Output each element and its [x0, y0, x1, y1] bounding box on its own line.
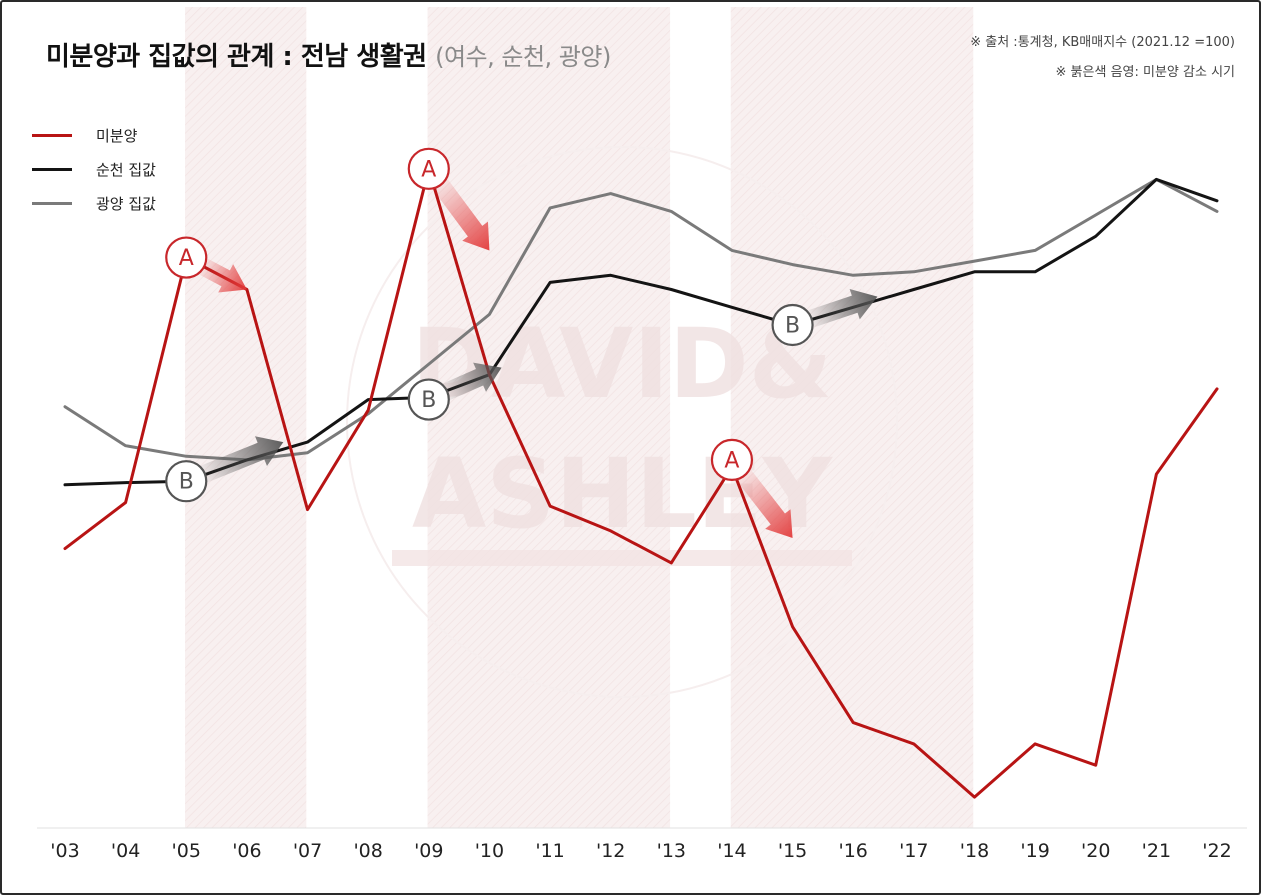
x-tick-label: '15 — [778, 840, 807, 862]
annotation-circle-b — [771, 303, 814, 347]
legend-label: 미분양 — [96, 126, 138, 145]
annotation-label-b: B — [179, 470, 194, 495]
watermark-line1: DAVID& — [412, 308, 833, 420]
x-tick-label: '16 — [839, 840, 868, 862]
shade-note: ※ 붉은색 음영: 미분양 감소 시기 — [1055, 65, 1235, 80]
annotation-circle-a — [407, 147, 450, 190]
x-tick-label: '21 — [1142, 840, 1171, 862]
annotation-circle-b — [407, 378, 450, 421]
x-tick-label: '08 — [353, 840, 382, 862]
x-tick-label: '05 — [172, 840, 201, 862]
x-tick-label: '22 — [1202, 840, 1231, 862]
annotation-label-b: B — [421, 388, 436, 413]
annotation-label-b: B — [785, 314, 800, 339]
annotation-arrow-a — [432, 177, 490, 251]
legend-item-unsold: 미분양 — [32, 118, 156, 152]
x-tick-label: '03 — [50, 840, 79, 862]
x-tick-label: '20 — [1081, 840, 1110, 862]
watermark: DAVID& ASHLEY — [346, 146, 898, 698]
watermark-line2: ASHLEY — [412, 438, 834, 550]
legend-swatch — [32, 201, 72, 205]
annotation-circle-b — [165, 460, 208, 503]
annotation-circle-a — [165, 236, 208, 279]
x-tick-label: '07 — [293, 840, 322, 862]
x-tick-label: '10 — [475, 840, 504, 862]
source-note: ※ 출처 :통계청, KB매매지수 (2021.12 =100) — [970, 35, 1235, 50]
legend-item-gwangyang: 광양 집값 — [32, 186, 156, 220]
shaded-period-1 — [185, 7, 307, 828]
arrow-shape — [197, 257, 247, 293]
x-tick-label: '14 — [717, 840, 746, 862]
shaded-period-2 — [427, 7, 671, 828]
chart-title: 미분양과 집값의 관계 : 전남 생활권 (여수, 순천, 광양) — [46, 36, 611, 73]
annotation-label-a: A — [724, 448, 739, 473]
title-main: 미분양과 집값의 관계 : 전남 생활권 — [46, 42, 427, 72]
annotation-label-a: A — [421, 157, 436, 182]
arrow-shape — [735, 468, 793, 538]
x-tick-label: '06 — [232, 840, 261, 862]
legend-swatch — [32, 133, 72, 137]
legend-label: 순천 집값 — [96, 160, 156, 179]
x-tick-label: '18 — [960, 840, 989, 862]
annotation-arrow-a — [735, 468, 793, 538]
x-tick-label: '12 — [596, 840, 625, 862]
legend-label: 광양 집값 — [96, 194, 156, 213]
legend-swatch — [32, 167, 72, 171]
annotation-arrow-b — [806, 289, 878, 328]
series-line-unsold — [63, 167, 1219, 799]
annotation-circle-a — [710, 438, 754, 481]
annotation-arrow-b — [441, 362, 502, 401]
x-tick-label: '09 — [414, 840, 443, 862]
annotation-label-a: A — [179, 246, 194, 271]
legend: 미분양 순천 집값 광양 집값 — [32, 118, 156, 220]
x-tick-label: '04 — [111, 840, 140, 862]
x-tick-label: '11 — [535, 840, 564, 862]
arrow-shape — [441, 362, 502, 401]
x-axis-ticks: '03 '04 '05 '06 '07 '08 '09 '10 '11 '12 '13 '14 '15 '… — [50, 840, 1231, 862]
annotation-arrow-a — [197, 257, 247, 293]
shaded-period-3 — [730, 7, 974, 828]
arrow-shape — [199, 436, 284, 483]
annotations: A A A B B B — [165, 147, 878, 538]
shaded-periods — [185, 7, 974, 828]
title-subtitle: (여수, 순천, 광양) — [435, 43, 611, 71]
arrow-shape — [432, 177, 490, 251]
x-tick-label: '17 — [899, 840, 928, 862]
annotation-arrow-b — [199, 436, 284, 483]
arrow-shape — [806, 289, 878, 328]
x-tick-label: '13 — [657, 840, 686, 862]
x-tick-label: '19 — [1020, 840, 1049, 862]
legend-item-suncheon: 순천 집값 — [32, 152, 156, 186]
